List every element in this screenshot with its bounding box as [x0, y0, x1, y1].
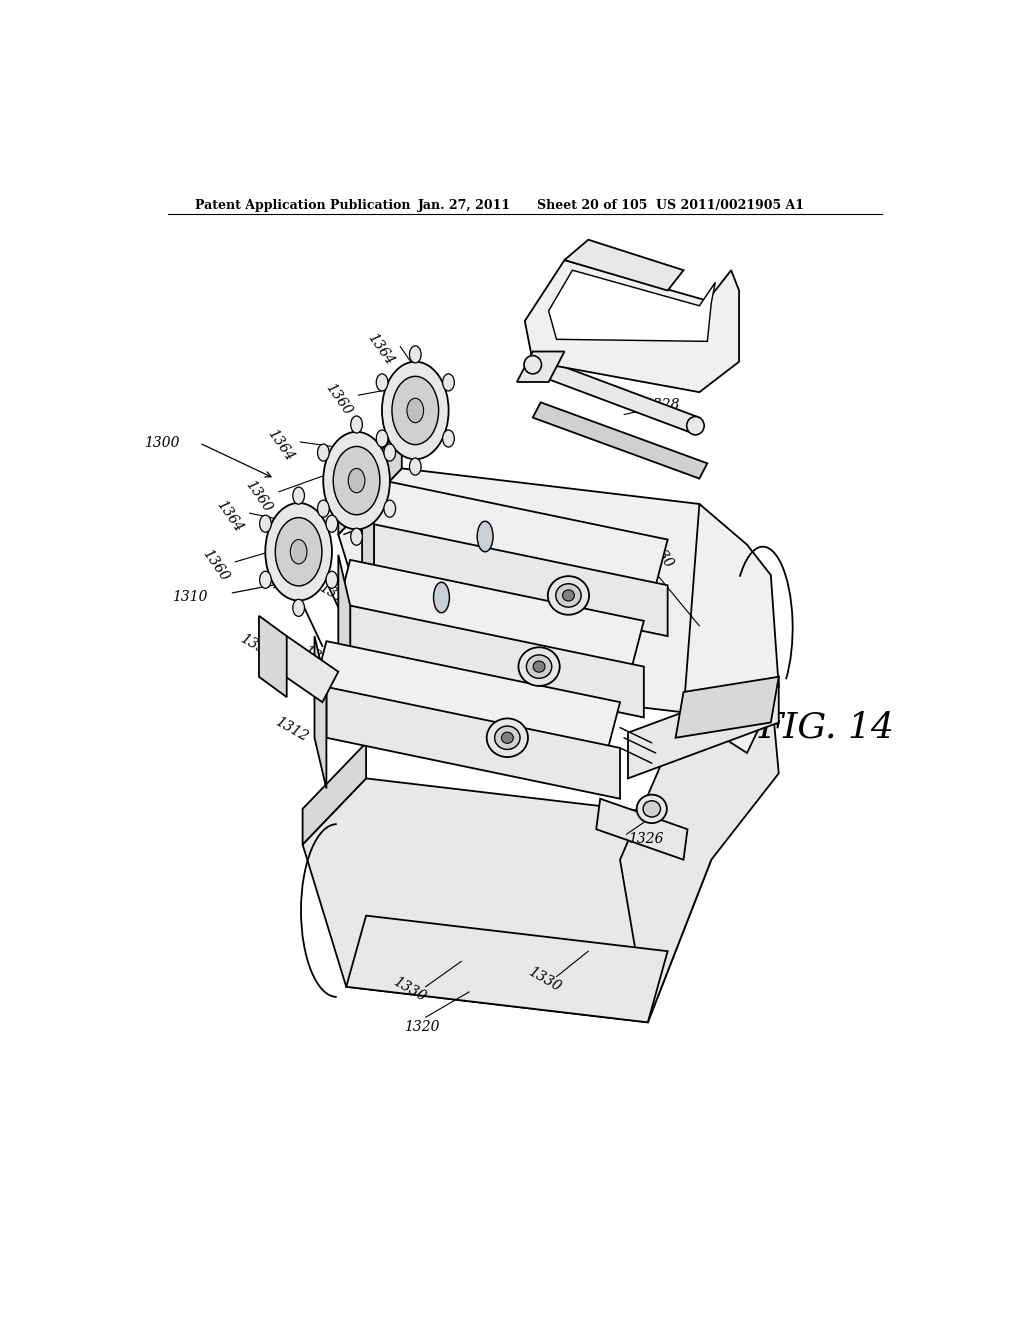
Polygon shape [596, 799, 687, 859]
Polygon shape [338, 560, 644, 667]
Text: 1330: 1330 [525, 965, 563, 994]
Polygon shape [628, 677, 778, 779]
Ellipse shape [562, 590, 574, 601]
Ellipse shape [410, 458, 421, 475]
Ellipse shape [290, 540, 307, 564]
Ellipse shape [477, 521, 494, 552]
Polygon shape [362, 474, 374, 626]
Ellipse shape [326, 515, 338, 532]
Text: 1330: 1330 [391, 975, 429, 1005]
Polygon shape [564, 240, 684, 290]
Polygon shape [524, 260, 739, 392]
Polygon shape [528, 356, 699, 433]
Polygon shape [684, 504, 778, 752]
Polygon shape [374, 524, 668, 636]
Ellipse shape [556, 583, 582, 607]
Text: 1364: 1364 [214, 498, 246, 535]
Ellipse shape [382, 362, 449, 459]
Polygon shape [314, 642, 620, 748]
Ellipse shape [534, 661, 545, 672]
Ellipse shape [407, 399, 424, 422]
Polygon shape [549, 271, 715, 342]
Text: 1364: 1364 [264, 426, 296, 463]
Text: Patent Application Publication: Patent Application Publication [196, 199, 411, 213]
Text: 1360: 1360 [323, 380, 354, 418]
Ellipse shape [643, 801, 660, 817]
Ellipse shape [524, 355, 542, 374]
Text: 1310: 1310 [172, 590, 207, 605]
Polygon shape [314, 636, 327, 788]
Ellipse shape [351, 416, 362, 433]
Ellipse shape [486, 718, 528, 758]
Polygon shape [620, 686, 778, 1022]
Text: 1360: 1360 [243, 478, 274, 515]
Text: Jan. 27, 2011: Jan. 27, 2011 [418, 199, 511, 213]
Text: 1302: 1302 [572, 267, 608, 280]
Text: 1300: 1300 [144, 436, 179, 450]
Text: 1312: 1312 [272, 714, 310, 744]
Ellipse shape [442, 374, 455, 391]
Ellipse shape [260, 572, 271, 589]
Ellipse shape [384, 500, 395, 517]
Polygon shape [338, 428, 401, 535]
Ellipse shape [502, 733, 513, 743]
Ellipse shape [351, 528, 362, 545]
Polygon shape [532, 403, 708, 479]
Text: 1312: 1312 [316, 581, 354, 610]
Ellipse shape [348, 469, 365, 492]
Ellipse shape [376, 374, 388, 391]
Ellipse shape [548, 576, 589, 615]
Ellipse shape [275, 517, 322, 586]
Polygon shape [327, 686, 620, 799]
Ellipse shape [410, 346, 421, 363]
Ellipse shape [293, 487, 304, 504]
Ellipse shape [384, 444, 395, 461]
Polygon shape [338, 554, 350, 708]
Ellipse shape [392, 376, 438, 445]
Text: 1364: 1364 [365, 331, 396, 368]
Text: 1328: 1328 [644, 399, 679, 412]
Polygon shape [346, 916, 668, 1022]
Ellipse shape [317, 500, 329, 517]
Polygon shape [270, 636, 338, 702]
Ellipse shape [333, 446, 380, 515]
Text: 1350: 1350 [238, 631, 274, 661]
Text: 1330: 1330 [644, 533, 676, 570]
Text: US 2011/0021905 A1: US 2011/0021905 A1 [655, 199, 804, 213]
Ellipse shape [687, 417, 705, 434]
Polygon shape [350, 606, 644, 718]
Ellipse shape [326, 572, 338, 589]
Polygon shape [676, 677, 778, 738]
Text: Sheet 20 of 105: Sheet 20 of 105 [537, 199, 647, 213]
Ellipse shape [433, 582, 450, 612]
Polygon shape [517, 351, 564, 381]
Polygon shape [338, 469, 748, 713]
Ellipse shape [526, 655, 552, 678]
Text: FIG. 14: FIG. 14 [759, 710, 895, 744]
Ellipse shape [324, 432, 390, 529]
Ellipse shape [376, 430, 388, 447]
Ellipse shape [265, 503, 332, 601]
Text: 1360: 1360 [200, 546, 231, 583]
Polygon shape [303, 743, 367, 845]
Text: 1312: 1312 [301, 644, 338, 673]
Ellipse shape [518, 647, 560, 686]
Polygon shape [303, 779, 712, 1022]
Polygon shape [362, 479, 668, 585]
Polygon shape [259, 615, 287, 697]
Text: 1320: 1320 [403, 1020, 439, 1035]
Ellipse shape [442, 430, 455, 447]
Ellipse shape [317, 444, 329, 461]
Ellipse shape [260, 515, 271, 532]
Ellipse shape [293, 599, 304, 616]
Ellipse shape [495, 726, 520, 750]
Text: 1326: 1326 [628, 833, 664, 846]
Ellipse shape [637, 795, 667, 824]
